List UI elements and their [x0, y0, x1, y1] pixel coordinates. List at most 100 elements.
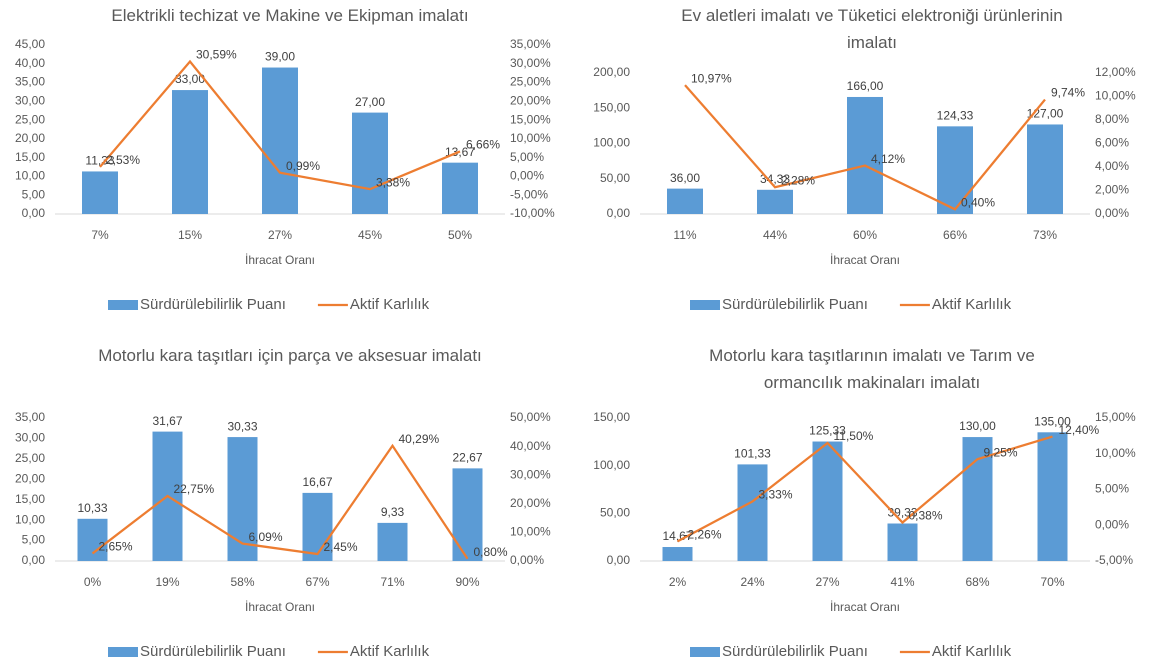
y2-tick-label: 8,00%	[1095, 112, 1129, 126]
bar	[442, 162, 478, 214]
bar-label: 27,00	[355, 95, 385, 109]
bar	[737, 464, 768, 561]
y-tick-label: 30,00	[15, 94, 45, 108]
legend-label: Aktif Karlılık	[350, 643, 430, 660]
y2-tick-label: 35,00%	[510, 37, 551, 51]
x-tick-label: 68%	[965, 575, 989, 589]
y2-tick-label: 0,00%	[510, 553, 544, 567]
legend-swatch	[108, 300, 138, 310]
x-tick-label: 90%	[455, 575, 479, 589]
bar-label: 14,67	[662, 529, 692, 543]
y2-tick-label: -10,00%	[510, 206, 555, 220]
chart-title: Motorlu kara taşıtları için parça ve aks…	[98, 346, 482, 365]
x-axis-title: İhracat Oranı	[830, 600, 900, 614]
y2-tick-label: 0,00%	[1095, 206, 1129, 220]
y-tick-label: 45,00	[15, 37, 45, 51]
y-tick-label: 20,00	[15, 131, 45, 145]
y-tick-label: 50,00	[600, 171, 630, 185]
bar	[847, 96, 883, 214]
x-tick-label: 11%	[673, 228, 696, 242]
y2-tick-label: 30,00%	[510, 56, 551, 70]
x-tick-label: 45%	[358, 228, 382, 242]
x-tick-label: 7%	[91, 228, 109, 242]
legend-label: Aktif Karlılık	[932, 643, 1012, 660]
x-axis-title: İhracat Oranı	[245, 600, 315, 614]
y2-tick-label: 0,00%	[510, 169, 544, 183]
bar-label: 9,33	[381, 505, 405, 519]
bar-label: 10,33	[77, 501, 107, 515]
x-tick-label: 2%	[669, 575, 687, 589]
line-label: 30,59%	[196, 48, 237, 62]
y-tick-label: 150,00	[593, 100, 630, 114]
y2-tick-label: 25,00%	[510, 75, 551, 89]
x-tick-label: 24%	[740, 575, 764, 589]
bar-label: 101,33	[734, 447, 771, 461]
y-tick-label: 100,00	[593, 136, 630, 150]
y-tick-label: 40,00	[15, 56, 45, 70]
bar-label: 39,00	[265, 50, 295, 64]
y-tick-label: 15,00	[15, 492, 45, 506]
x-axis-title: İhracat Oranı	[830, 253, 900, 267]
x-tick-label: 44%	[763, 228, 787, 242]
y-tick-label: 200,00	[593, 65, 630, 79]
line	[99, 59, 461, 191]
bar	[812, 441, 843, 561]
x-tick-label: 60%	[853, 228, 877, 242]
x-tick-label: 27%	[815, 575, 839, 589]
y2-tick-label: 5,00%	[510, 150, 544, 164]
y-tick-label: 50,00	[600, 506, 630, 520]
legend-swatch	[690, 300, 720, 310]
y-tick-label: 0,00	[607, 206, 631, 220]
chart-title: Motorlu kara taşıtlarının imalatı ve Tar…	[709, 346, 1035, 392]
y2-tick-label: -5,00%	[510, 187, 548, 201]
x-tick-label: 66%	[943, 228, 967, 242]
line-label: 9,25%	[984, 445, 1018, 459]
chart: Motorlu kara taşıtları için parça ve aks…	[0, 340, 580, 670]
y-tick-label: 35,00	[15, 75, 45, 89]
y-tick-label: 25,00	[15, 112, 45, 126]
chart: Motorlu kara taşıtlarının imalatı ve Tar…	[582, 340, 1162, 670]
legend-label: Sürdürülebilirlik Puanı	[722, 296, 868, 313]
line-label: 4,12%	[871, 152, 905, 166]
bar	[377, 522, 408, 561]
line	[676, 435, 1053, 543]
legend-label: Aktif Karlılık	[932, 296, 1012, 313]
bar-label: 124,33	[937, 109, 974, 123]
plot: 0,00 5,00 10,00 15,00 20,00 25,00 30,00 35,00 0,…	[15, 410, 551, 660]
y2-tick-label: 15,00%	[1095, 410, 1136, 424]
line-label: 11,50%	[834, 429, 874, 443]
y2-tick-label: 40,00%	[510, 439, 551, 453]
y2-tick-label: 6,00%	[1095, 136, 1129, 150]
line-label: 2,45%	[324, 540, 358, 554]
bar	[1027, 124, 1063, 214]
line	[91, 443, 469, 560]
bar	[662, 547, 693, 561]
x-tick-label: 67%	[305, 575, 329, 589]
y-tick-label: 25,00	[15, 451, 45, 465]
y2-tick-label: 5,00%	[1095, 482, 1129, 496]
line-label: 6,09%	[249, 530, 283, 544]
x-tick-label: 70%	[1040, 575, 1064, 589]
legend-swatch	[108, 647, 138, 657]
y-tick-label: 0,00	[22, 206, 46, 220]
y-tick-label: 0,00	[22, 553, 46, 567]
y2-tick-label: 10,00%	[1095, 446, 1136, 460]
bar-label: 166,00	[847, 79, 884, 93]
x-tick-label: 19%	[155, 575, 179, 589]
y2-tick-label: 20,00%	[510, 496, 551, 510]
plot: 0,00 50,00 100,00 150,00 -5,00% 0,00% 5,00% 10,…	[593, 410, 1136, 660]
x-tick-label: 50%	[448, 228, 472, 242]
chart: Ev aletleri imalatı ve Tüketici elektron…	[582, 0, 1162, 330]
y2-tick-label: -5,00%	[1095, 553, 1133, 567]
bar	[77, 518, 108, 561]
x-tick-label: 27%	[268, 228, 292, 242]
bar	[352, 112, 388, 214]
bar	[937, 126, 973, 214]
line-label: 3,38%	[376, 175, 410, 189]
bar	[82, 171, 118, 214]
chart-title: Ev aletleri imalatı ve Tüketici elektron…	[681, 6, 1063, 52]
line-label: 10,97%	[691, 71, 732, 85]
bar-label: 22,67	[452, 451, 482, 465]
line-label: 6,66%	[466, 138, 500, 152]
line-label: 0,99%	[286, 159, 320, 173]
